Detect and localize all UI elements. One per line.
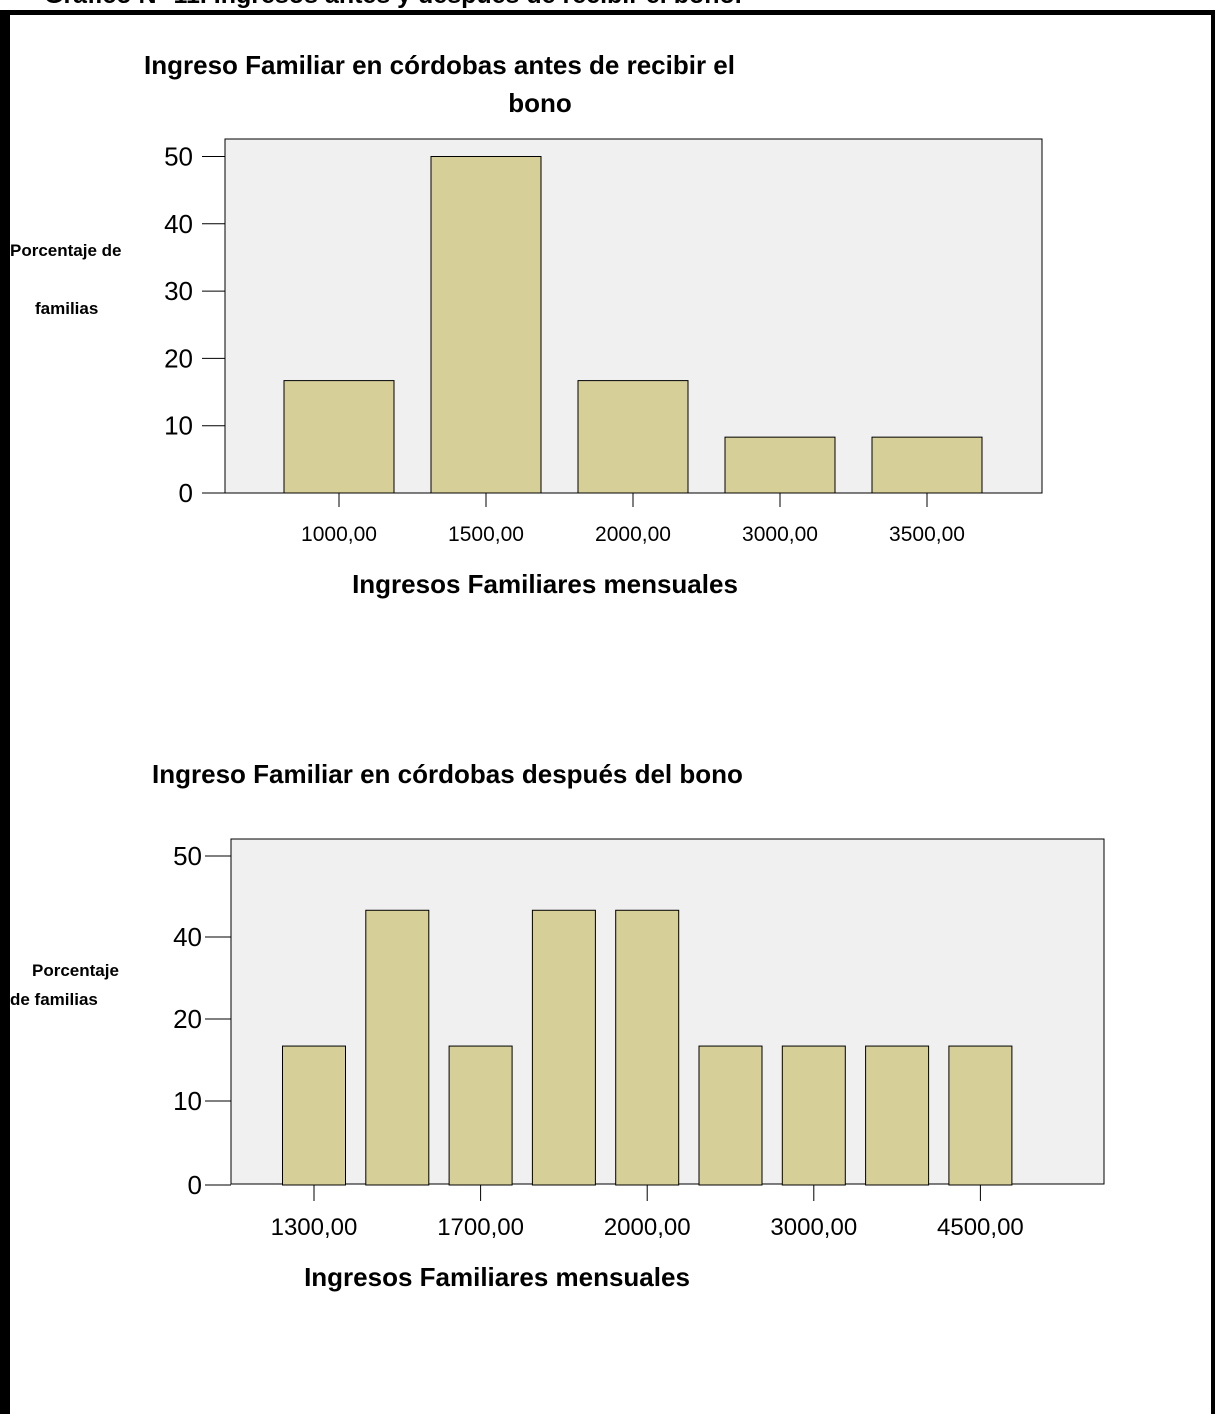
chart1-bar [871,436,983,494]
chart1-bar [283,380,395,494]
chart2-ylabel-line: Porcentaje [32,961,119,980]
chart2-y-tick-label: 40 [173,922,202,952]
chart1-x-tick-label: 1000,00 [301,523,377,546]
chart1-y-tick-label: 10 [164,411,193,441]
chart2-bar [698,1045,763,1186]
chart1-y-tick-label: 30 [164,276,193,306]
figure-frame [0,10,1215,1414]
chart2-xlabel: Ingresos Familiares mensuales [304,1262,690,1292]
chart1-y-tick-label: 40 [164,209,193,239]
chart2-bar [531,909,596,1186]
chart2-bar [448,1045,513,1186]
chart1-x-tick-label: 2000,00 [595,523,671,546]
chart1-bar [430,156,542,494]
chart2-bar [615,909,680,1186]
page-title: Gráfico N° 11. Ingresos antes y después … [44,0,742,10]
chart2-bar [948,1045,1013,1186]
chart2-y-tick-label: 20 [173,1004,202,1034]
chart1-bar [577,380,689,494]
chart2-x-tick-label: 1300,00 [271,1214,358,1241]
chart1-x-tick-label: 3500,00 [889,523,965,546]
chart1-x-tick-label: 3000,00 [742,523,818,546]
chart2-x-tick-label: 4500,00 [937,1214,1024,1241]
chart1-y-tick-label: 0 [179,478,193,508]
chart2-bar [781,1045,846,1186]
chart2-title: Ingreso Familiar en córdobas después del… [152,759,743,789]
chart2-y-tick-label: 50 [173,841,202,871]
chart1-title-line: bono [508,88,572,118]
chart1-title-line: Ingreso Familiar en córdobas antes de re… [144,50,735,80]
chart2-bar [865,1045,930,1186]
chart1-y-tick-label: 20 [164,343,193,373]
chart2-x-tick-label: 2000,00 [604,1214,691,1241]
chart2-y-tick-label: 10 [173,1086,202,1116]
chart2-x-tick-label: 1700,00 [437,1214,524,1241]
chart1-ylabel-line: Porcentaje de [10,241,122,260]
chart1-bar [724,436,836,494]
chart2-ylabel-line: de familias [10,990,98,1009]
chart2-x-tick-label: 3000,00 [770,1214,857,1241]
chart1-x-tick-label: 1500,00 [448,523,524,546]
chart2-bar [365,909,430,1186]
chart2-y-tick-label: 0 [188,1170,202,1200]
chart2-bar [282,1045,346,1186]
chart1-ylabel-line: familias [35,299,98,318]
chart1-y-tick-label: 50 [164,142,193,172]
chart1-xlabel: Ingresos Familiares mensuales [352,569,738,599]
